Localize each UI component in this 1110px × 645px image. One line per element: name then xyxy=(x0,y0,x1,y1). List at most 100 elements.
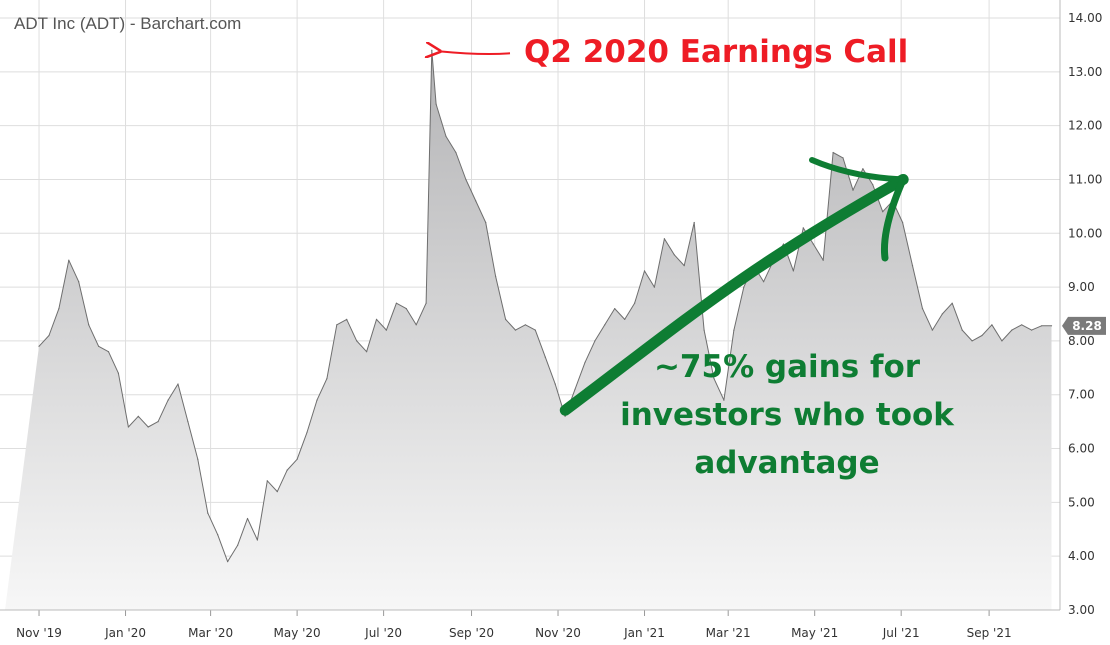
price-point xyxy=(266,480,268,482)
price-point xyxy=(931,329,934,331)
price-point xyxy=(792,270,795,272)
price-point xyxy=(68,259,70,261)
price-point xyxy=(872,184,874,186)
price-point xyxy=(246,517,249,520)
price-point xyxy=(604,324,606,326)
price-point xyxy=(594,340,596,342)
price-point xyxy=(207,512,209,514)
last-price-label: 8.28 xyxy=(1072,319,1102,333)
price-point xyxy=(723,399,725,401)
price-point xyxy=(1021,324,1023,326)
price-point xyxy=(1050,325,1053,327)
price-point xyxy=(782,243,785,245)
price-point xyxy=(356,340,358,342)
price-point xyxy=(98,345,100,347)
x-tick-label: Jul '21 xyxy=(882,626,920,640)
price-point xyxy=(614,308,616,310)
price-point xyxy=(157,421,159,423)
price-point xyxy=(554,383,556,385)
price-point xyxy=(58,308,60,310)
price-point xyxy=(485,221,487,224)
price-point xyxy=(385,329,387,331)
price-point xyxy=(306,431,308,433)
price-point xyxy=(1031,329,1033,331)
price-point xyxy=(564,415,566,417)
price-point xyxy=(812,243,814,245)
price-point xyxy=(187,421,189,423)
gains-annotation-line-3: advantage xyxy=(694,445,879,481)
price-point xyxy=(733,329,735,331)
price-point xyxy=(951,302,953,304)
x-tick-label: Jan '20 xyxy=(104,626,146,640)
price-line xyxy=(38,49,1052,563)
gains-arrow-shaft xyxy=(559,173,909,416)
price-point xyxy=(465,178,467,181)
y-tick-label: 5.00 xyxy=(1068,495,1095,509)
price-point xyxy=(524,324,527,326)
price-point xyxy=(88,324,90,326)
price-point xyxy=(346,318,348,320)
price-point xyxy=(445,135,447,137)
price-point xyxy=(832,151,834,154)
price-point xyxy=(902,221,904,224)
x-tick-label: Sep '21 xyxy=(967,626,1012,640)
y-tick-label: 7.00 xyxy=(1068,388,1095,402)
x-tick-label: Nov '20 xyxy=(535,626,581,640)
chart-title: ADT Inc (ADT) - Barchart.com xyxy=(14,14,241,33)
price-point xyxy=(505,318,507,320)
price-point xyxy=(763,281,765,283)
price-point xyxy=(316,399,318,401)
x-tick-label: Mar '20 xyxy=(188,626,233,640)
price-point xyxy=(475,200,477,202)
price-point xyxy=(882,211,884,213)
price-point xyxy=(296,458,298,460)
y-tick-label: 9.00 xyxy=(1068,280,1095,294)
price-point xyxy=(336,324,338,326)
y-tick-label: 13.00 xyxy=(1068,65,1102,79)
price-point xyxy=(435,103,437,105)
price-point xyxy=(366,351,368,353)
price-point xyxy=(743,286,745,288)
x-tick-label: May '21 xyxy=(791,626,838,640)
price-point xyxy=(276,491,278,493)
price-point xyxy=(147,426,149,428)
price-point xyxy=(802,227,804,229)
price-point xyxy=(197,458,199,460)
price-point xyxy=(921,308,924,310)
y-tick-label: 12.00 xyxy=(1068,119,1102,133)
price-point xyxy=(117,372,119,374)
price-point xyxy=(544,356,546,358)
price-point xyxy=(683,265,685,267)
price-point xyxy=(107,351,110,353)
price-point xyxy=(455,151,457,154)
price-point xyxy=(167,399,169,401)
price-point xyxy=(713,378,715,380)
price-point xyxy=(693,221,695,224)
area-series xyxy=(5,49,1053,611)
price-point xyxy=(1001,340,1003,342)
price-point xyxy=(127,426,129,428)
price-point xyxy=(431,49,433,51)
price-point xyxy=(703,329,705,331)
annotations xyxy=(440,51,909,416)
price-point xyxy=(842,157,844,159)
price-point xyxy=(663,238,666,240)
gains-arrow-head-left xyxy=(809,157,907,183)
x-tick-label: May '20 xyxy=(274,626,321,640)
price-point xyxy=(1011,329,1013,331)
price-point xyxy=(981,334,983,337)
price-point xyxy=(256,539,258,541)
price-point xyxy=(375,318,378,320)
x-tick-label: Sep '20 xyxy=(449,626,494,640)
price-point xyxy=(852,189,854,191)
price-point xyxy=(217,534,219,536)
y-tick-label: 10.00 xyxy=(1068,226,1102,240)
price-point xyxy=(326,378,328,380)
price-point xyxy=(78,281,80,283)
price-point xyxy=(425,302,427,304)
price-point xyxy=(911,265,914,267)
price-point xyxy=(673,254,675,256)
price-point xyxy=(961,329,963,331)
price-point xyxy=(177,383,179,385)
